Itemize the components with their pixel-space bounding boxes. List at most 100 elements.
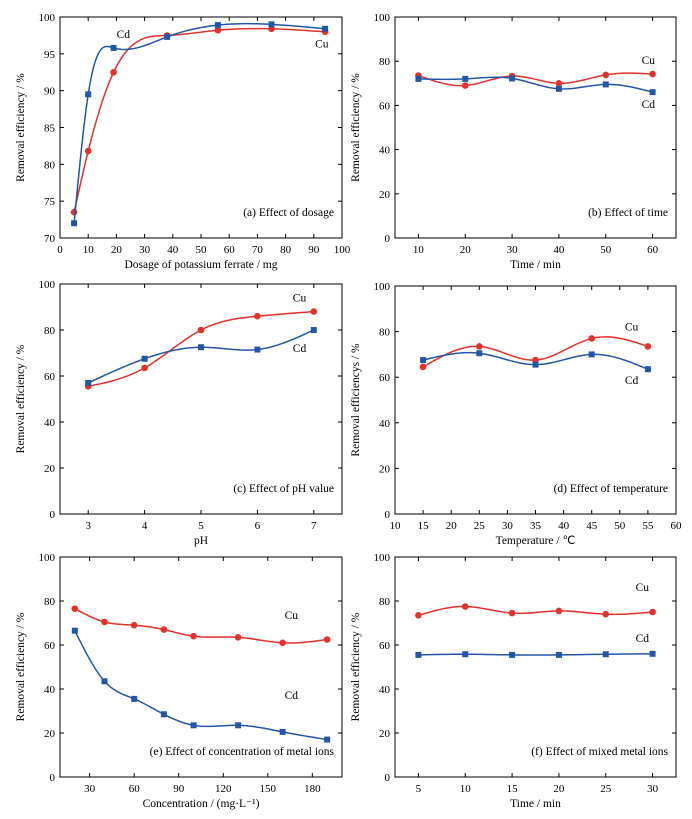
x-tick-label: 15 (507, 783, 519, 795)
data-point-cd (602, 651, 609, 658)
x-tick-label: 50 (196, 244, 208, 256)
data-point-cu (160, 626, 168, 633)
y-axis-label: Removal efficiency / % (350, 612, 362, 721)
y-tick-label: 100 (39, 279, 56, 291)
y-tick-label: 20 (44, 728, 56, 740)
data-point-cd (324, 736, 331, 743)
data-point-cd (279, 728, 286, 735)
data-point-cd (644, 366, 651, 373)
data-point-cu (508, 609, 516, 617)
x-axis-label: Time / min (510, 259, 561, 271)
y-tick-label: 0 (50, 772, 56, 784)
data-point-cd (602, 81, 609, 88)
x-tick-label: 55 (642, 520, 654, 532)
y-axis-label: Removal efficiencys / % (350, 343, 362, 457)
y-tick-label: 60 (379, 640, 391, 652)
chart-panel-6: 5 10 15 20 25 30 0 20 40 60 80 100 Time / min Removal… (350, 552, 677, 810)
x-tick-label: 40 (553, 244, 565, 256)
x-tick-label: 10 (413, 244, 425, 256)
data-point-cu (555, 80, 563, 87)
y-tick-label: 40 (44, 417, 56, 429)
series-line-cu (74, 608, 328, 644)
y-tick-label: 80 (44, 159, 56, 171)
x-tick-label: 100 (334, 244, 351, 256)
y-tick-label: 75 (44, 196, 56, 208)
x-tick-label: 35 (530, 520, 542, 532)
series-line-cd (87, 329, 315, 384)
panel-caption: (d) Effect of temperature (554, 483, 668, 495)
data-point-cd (310, 327, 317, 333)
x-tick-label: 30 (647, 783, 659, 795)
panel-caption: (e) Effect of concentration of metal ion… (150, 746, 335, 758)
series-label-cu: Cu (642, 55, 656, 67)
series-label-cu: Cu (315, 39, 329, 51)
plot-frame (59, 16, 343, 239)
data-point-cu (310, 308, 318, 315)
x-tick-label: 6 (255, 520, 261, 532)
plot-frame (59, 556, 343, 778)
y-tick-label: 20 (44, 463, 56, 475)
data-point-cd (649, 650, 656, 657)
data-point-cu (461, 82, 469, 89)
x-axis-label: Concentration / (mg·L⁻¹) (143, 798, 260, 810)
y-tick-label: 85 (44, 123, 56, 135)
x-tick-label: 10 (460, 783, 472, 795)
data-point-cu (415, 612, 422, 619)
y-axis-label: Removal efficiency / % (15, 73, 27, 182)
y-tick-label: 100 (39, 12, 56, 24)
chart-panel-5: 30 60 90 120 150 180 0 20 40 60 80 100 Concentration… (15, 552, 343, 810)
y-tick-label: 20 (379, 189, 391, 201)
x-tick-label: 5 (198, 520, 204, 532)
data-point-cd (509, 651, 516, 658)
series-line-cd (418, 76, 653, 93)
y-tick-label: 95 (44, 49, 56, 61)
y-tick-label: 40 (379, 684, 391, 696)
data-point-cd (462, 75, 469, 82)
x-tick-label: 60 (129, 783, 141, 795)
x-axis-label: Temperature / ℃ (496, 535, 576, 547)
x-tick-label: 80 (280, 244, 292, 256)
series-label-cu: Cu (625, 321, 639, 333)
y-axis-label: Removal efficiency / % (350, 73, 362, 182)
x-tick-label: 0 (57, 244, 63, 256)
series-line-cd (73, 22, 326, 224)
x-tick-label: 60 (224, 244, 236, 256)
x-tick-label: 90 (308, 244, 320, 256)
x-tick-label: 50 (614, 520, 626, 532)
x-tick-label: 20 (446, 520, 458, 532)
plot-frame (394, 556, 677, 778)
series-label-cu: Cu (285, 610, 299, 622)
y-tick-label: 80 (379, 596, 391, 608)
y-tick-label: 100 (374, 12, 391, 24)
x-tick-label: 10 (390, 520, 402, 532)
x-tick-label: 20 (460, 244, 472, 256)
chart-panel-3: 3 4 5 6 7 0 20 40 60 80 100 pH Removal efficiency / … (15, 279, 343, 547)
data-point-cu (214, 26, 222, 34)
data-point-cu (323, 636, 331, 643)
series-label-cu: Cu (636, 582, 650, 594)
y-tick-label: 20 (379, 728, 391, 740)
y-tick-label: 60 (44, 640, 56, 652)
series-label-cd: Cd (642, 99, 656, 111)
x-tick-label: 30 (502, 520, 514, 532)
y-tick-label: 100 (374, 281, 391, 293)
panel-caption: (c) Effect of pH value (233, 483, 334, 495)
y-tick-label: 90 (44, 86, 56, 98)
series-line-cd (418, 653, 653, 656)
plot-frame (394, 285, 677, 515)
data-point-cu (602, 610, 610, 618)
data-point-cu (602, 71, 610, 79)
data-point-cu (234, 634, 242, 641)
data-point-cd (476, 350, 483, 357)
x-axis-label: pH (194, 535, 208, 547)
data-point-cu (71, 605, 79, 612)
data-point-cd (160, 711, 167, 718)
data-point-cd (532, 361, 539, 368)
data-point-cu (419, 363, 427, 371)
panel-caption: (b) Effect of time (588, 207, 668, 219)
series-label-cd: Cd (636, 633, 650, 645)
data-point-cu (130, 621, 138, 629)
data-point-cd (235, 722, 242, 729)
panel-caption: (a) Effect of dosage (243, 207, 334, 219)
data-point-cd (588, 351, 595, 358)
